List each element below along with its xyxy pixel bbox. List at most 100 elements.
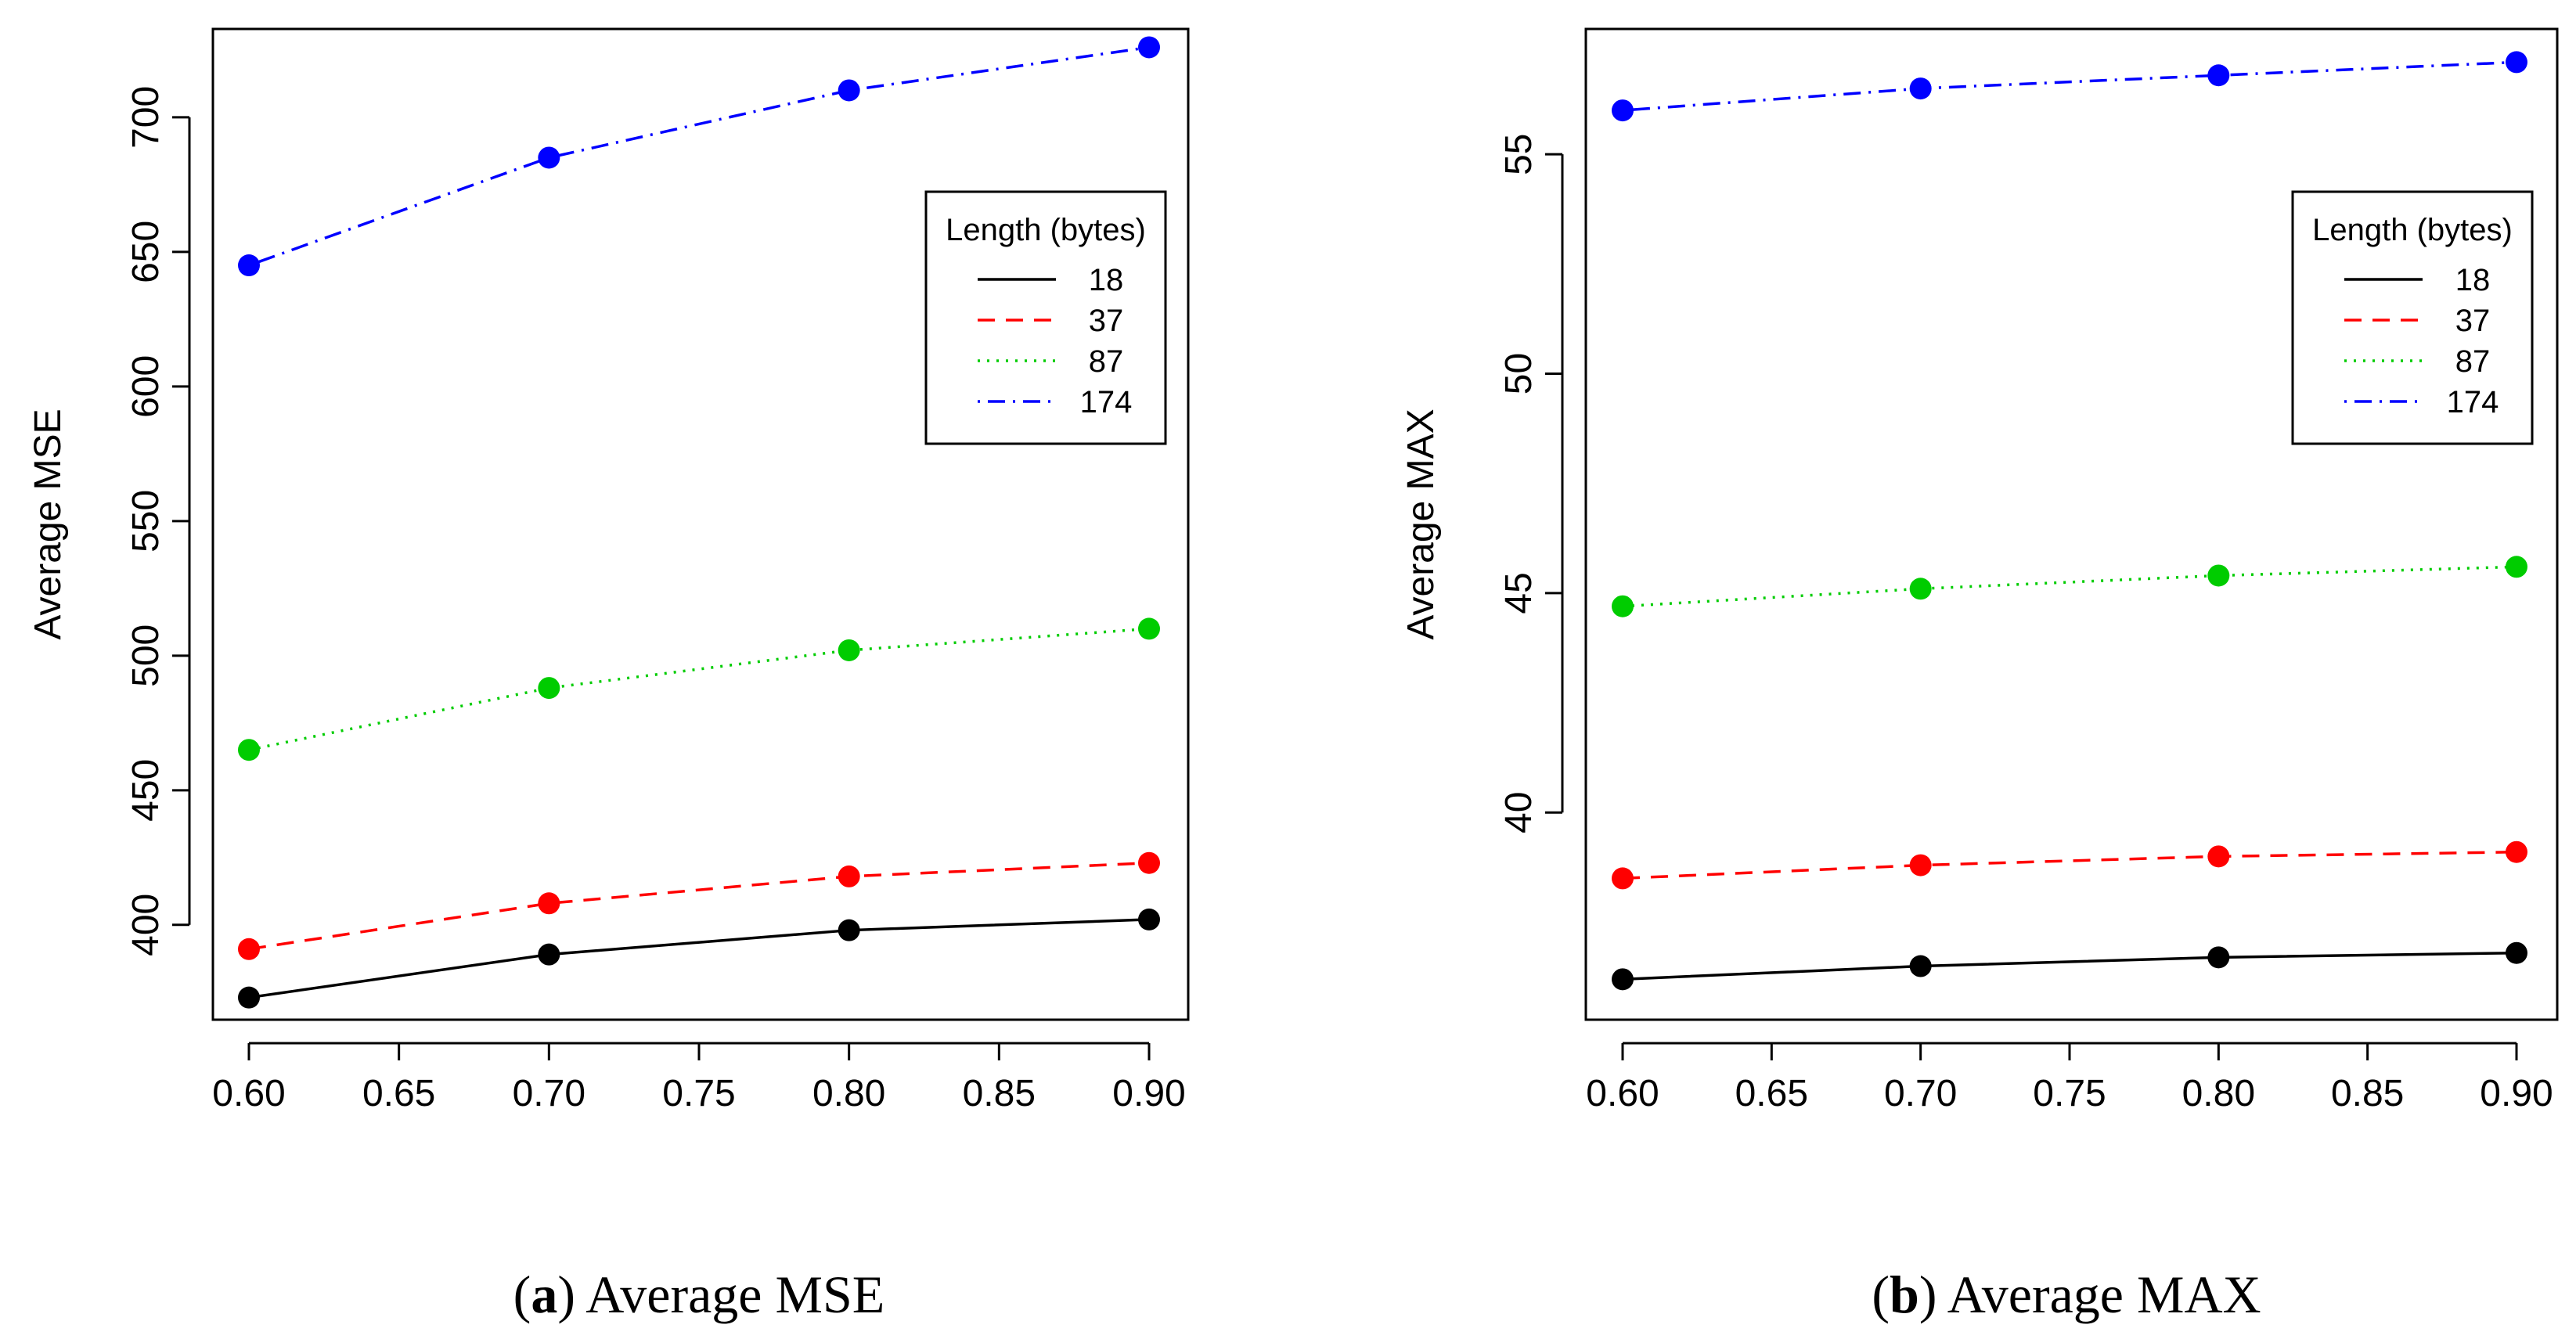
x-tick-label: 0.90 [1112,1073,1185,1114]
caption-b-text: Average MAX [1947,1265,2261,1324]
data-point [538,677,560,700]
legend-label-87: 87 [2455,344,2491,379]
y-tick-label: 600 [125,355,167,418]
series-line-18 [1622,951,2517,981]
x-tick-label: 0.90 [2480,1073,2553,1114]
caption-a: (a) Average MSE [513,1265,885,1324]
legend-box [2291,190,2534,445]
caption-b-label: b [1889,1265,1919,1324]
legend-box [924,190,1167,445]
series-37 [238,851,1160,960]
data-point [538,943,560,966]
data-point [238,739,260,761]
data-point [1138,851,1160,874]
x-tick-label: 0.70 [513,1073,585,1114]
data-point [1138,36,1160,59]
data-point [1138,617,1160,640]
chart-panel-a: 0.60 0.65 0.70 0.75 0.80 0.85 0.90 400 450 500 550… [27,27,1190,1114]
legend-label-174: 174 [2447,385,2499,419]
series-line-37 [1622,850,2517,880]
y-tick-label: 55 [1498,133,1540,175]
x-tick-label: 0.60 [212,1073,285,1114]
x-tick-label: 0.65 [362,1073,435,1114]
legend-label-18: 18 [2455,263,2491,297]
data-point [838,79,860,102]
data-point [538,892,560,915]
series-174 [238,36,1160,277]
x-tick-label: 0.70 [1884,1073,1957,1114]
data-point [838,919,860,941]
data-point [1612,968,1634,991]
data-point [1909,854,1932,876]
caption-b: (b) Average MAX [1872,1265,2261,1324]
legend-label-37: 37 [2455,304,2491,338]
series-87 [238,617,1160,761]
chart-panel-b: 0.600.650.700.750.800.850.9040455055Para… [1400,27,2559,1114]
series-line-87 [248,627,1150,751]
data-point [1612,595,1634,617]
series-line-37 [248,861,1150,951]
data-point [238,938,260,960]
data-point [1612,867,1634,890]
data-point [2506,840,2527,863]
y-axis-title: Average MSE [27,409,69,639]
data-point [2207,64,2230,87]
y-tick-label: 450 [125,759,167,822]
series-line-174 [1622,60,2517,112]
y-tick-label: 500 [125,625,167,687]
y-tick-label: 700 [125,86,167,149]
legend-label-174: 174 [1080,385,1133,419]
data-point [2506,941,2527,964]
data-point [238,254,260,277]
series-line-174 [248,45,1150,267]
x-tick-label: 0.75 [662,1073,735,1114]
series-line-87 [1622,565,2517,608]
series-line-18 [248,918,1150,999]
x-tick-label: 0.85 [963,1073,1036,1114]
legend: Length (bytes) 18 37 87 174 [2291,190,2534,445]
data-point [2207,564,2230,587]
series-174 [1612,51,2527,122]
x-tick-label: 0.75 [2033,1073,2106,1114]
y-axis-title: Average MAX [1400,409,1442,639]
legend-label-37: 37 [1089,304,1124,338]
y-tick-label: 650 [125,221,167,283]
data-point [838,639,860,661]
x-tick-label: 0.80 [812,1073,885,1114]
data-point [838,865,860,887]
x-tick-label: 0.80 [2182,1073,2255,1114]
legend-label-87: 87 [1089,344,1124,379]
data-point [1909,77,1932,100]
y-tick-label: 550 [125,490,167,553]
data-point [2506,51,2527,74]
data-point [2207,845,2230,868]
data-point [1909,578,1932,600]
legend-label-18: 18 [1089,263,1124,297]
x-tick-label: 0.60 [1586,1073,1659,1114]
plot-frame [211,27,1190,1021]
caption-a-label: a [531,1265,558,1324]
series-18 [238,908,1160,1009]
data-point [1612,99,1634,122]
caption-a-text: Average MSE [585,1265,885,1324]
legend-title: Length (bytes) [2312,213,2513,247]
series-37 [1612,840,2527,890]
legend: Length (bytes) 18 37 87 174 [924,190,1167,445]
data-point [2207,946,2230,969]
data-point [2506,556,2527,578]
data-point [1138,908,1160,930]
series-87 [1612,556,2527,617]
series-18 [1612,941,2527,991]
y-tick-label: 40 [1498,792,1540,833]
x-tick-label: 0.85 [2331,1073,2404,1114]
data-point [238,986,260,1009]
y-tick-label: 50 [1498,353,1540,394]
legend-title: Length (bytes) [946,213,1146,247]
y-tick-label: 400 [125,894,167,956]
plot-frame [1584,27,2559,1021]
x-tick-label: 0.65 [1735,1073,1808,1114]
y-tick-label: 45 [1498,572,1540,614]
data-point [1909,955,1932,977]
data-point [538,146,560,169]
